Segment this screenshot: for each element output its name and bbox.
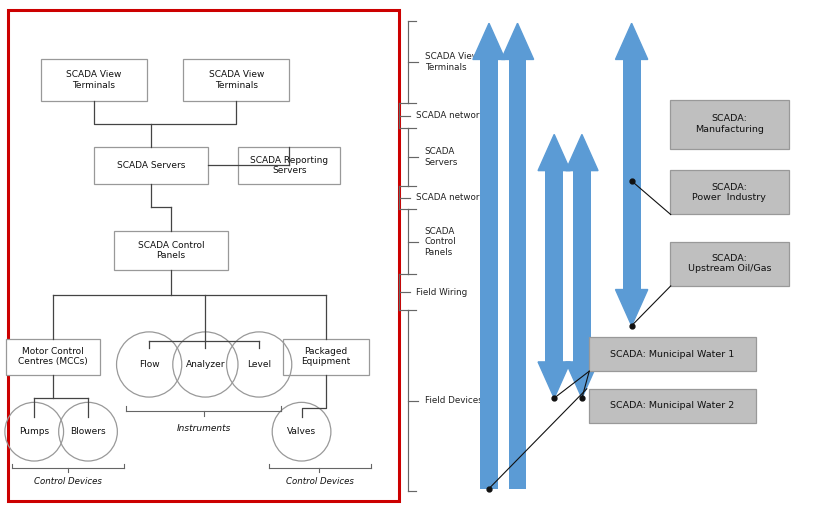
Bar — [545, 171, 563, 362]
Bar — [7, 339, 99, 375]
Bar — [183, 59, 289, 101]
Bar — [670, 171, 789, 214]
Text: SCADA network: SCADA network — [416, 111, 485, 120]
Bar — [41, 59, 147, 101]
Text: SCADA Control
Panels: SCADA Control Panels — [138, 241, 205, 261]
Text: SCADA: Municipal Water 2: SCADA: Municipal Water 2 — [610, 401, 734, 410]
Text: SCADA View
Terminals: SCADA View Terminals — [66, 70, 121, 90]
Text: Control Devices: Control Devices — [33, 477, 102, 486]
Polygon shape — [566, 134, 598, 171]
Polygon shape — [501, 23, 534, 59]
Text: Flow: Flow — [139, 360, 160, 369]
Text: SCADA Servers: SCADA Servers — [117, 161, 185, 170]
Text: SCADA View
Terminals: SCADA View Terminals — [425, 52, 478, 72]
Text: SCADA network: SCADA network — [416, 193, 485, 202]
Text: Level: Level — [247, 360, 271, 369]
Text: Motor Control
Centres (MCCs): Motor Control Centres (MCCs) — [18, 347, 88, 367]
Text: Field Wiring: Field Wiring — [416, 287, 468, 297]
Bar — [94, 147, 208, 184]
Text: SCADA:
Upstream Oil/Gas: SCADA: Upstream Oil/Gas — [688, 254, 771, 273]
Text: SCADA
Servers: SCADA Servers — [425, 147, 458, 166]
Text: SCADA
Control
Panels: SCADA Control Panels — [425, 227, 456, 256]
Text: Instruments: Instruments — [177, 424, 231, 433]
Polygon shape — [538, 362, 570, 398]
Text: SCADA: Municipal Water 1: SCADA: Municipal Water 1 — [610, 349, 734, 359]
Polygon shape — [615, 23, 648, 59]
Bar — [238, 147, 341, 184]
Text: SCADA:
Power  Industry: SCADA: Power Industry — [693, 183, 766, 202]
Polygon shape — [473, 23, 505, 59]
Bar — [588, 389, 756, 423]
Text: Blowers: Blowers — [70, 427, 106, 436]
Polygon shape — [538, 134, 570, 171]
Bar — [480, 59, 498, 489]
Bar — [623, 59, 641, 290]
Bar — [588, 338, 756, 371]
Text: Pumps: Pumps — [20, 427, 49, 436]
Text: Packaged
Equipment: Packaged Equipment — [302, 347, 350, 367]
Bar — [670, 242, 789, 285]
Text: Field Devices: Field Devices — [425, 396, 482, 405]
Bar — [284, 339, 369, 375]
Bar — [8, 10, 399, 501]
Bar — [670, 99, 789, 149]
Text: Valves: Valves — [287, 427, 316, 436]
Bar — [114, 232, 228, 270]
Bar — [573, 171, 591, 362]
Bar — [509, 59, 526, 489]
Polygon shape — [566, 362, 598, 398]
Text: SCADA:
Manufacturing: SCADA: Manufacturing — [695, 114, 764, 134]
Text: SCADA Reporting
Servers: SCADA Reporting Servers — [250, 156, 328, 175]
Text: Control Devices: Control Devices — [285, 477, 354, 486]
Text: Analyzer: Analyzer — [186, 360, 225, 369]
Text: SCADA View
Terminals: SCADA View Terminals — [209, 70, 264, 90]
Polygon shape — [615, 290, 648, 326]
